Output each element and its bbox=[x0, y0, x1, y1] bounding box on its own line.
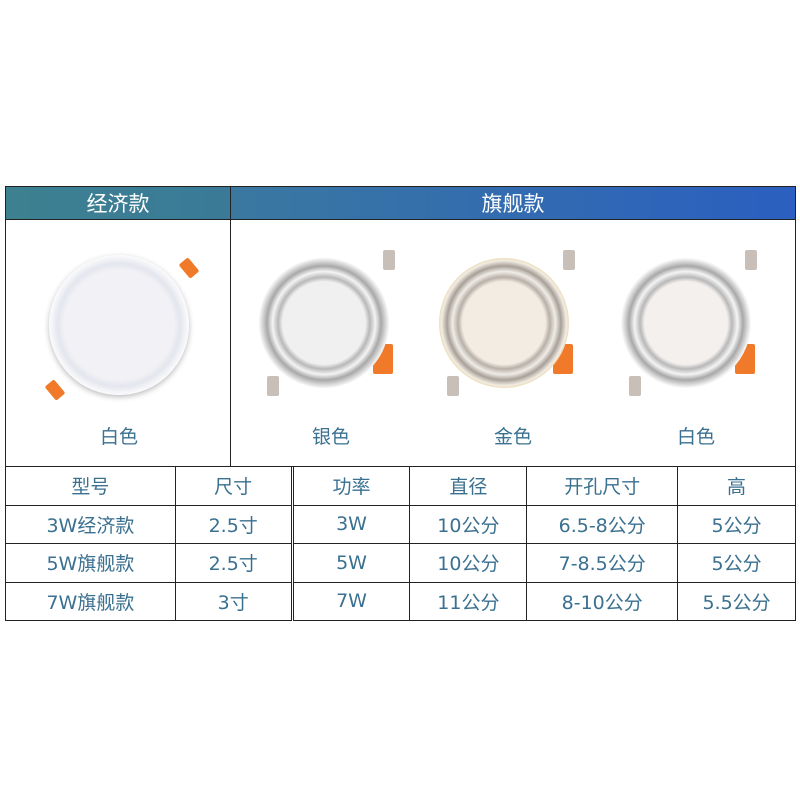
caption-gold: 金色 bbox=[493, 426, 532, 448]
cell: 7W bbox=[290, 581, 411, 621]
cell: 7W旗舰款 bbox=[5, 581, 176, 621]
cell: 3寸 bbox=[174, 581, 293, 621]
cell: 3W bbox=[290, 504, 411, 544]
cell: 7-8.5公分 bbox=[526, 543, 679, 583]
caption-white: 白色 bbox=[99, 426, 138, 448]
spec-table: 型号 尺寸 功率 直径 开孔尺寸 高 3W经济款 2.5寸 3W 10公分 6.5-8公… bbox=[5, 466, 796, 621]
header-height: 高 bbox=[677, 466, 796, 506]
header-diameter: 直径 bbox=[409, 466, 528, 506]
cell: 5W旗舰款 bbox=[5, 543, 176, 583]
downlight-gold-image bbox=[439, 250, 575, 396]
cell: 3W经济款 bbox=[5, 504, 176, 544]
cell: 5公分 bbox=[677, 504, 796, 544]
cell: 10公分 bbox=[409, 504, 528, 544]
table-row: 7W旗舰款 3寸 7W 11公分 8-10公分 5.5公分 bbox=[5, 581, 796, 621]
cell: 5W bbox=[290, 543, 411, 583]
cell: 2.5寸 bbox=[174, 504, 293, 544]
cell: 10公分 bbox=[409, 543, 528, 583]
cell: 5公分 bbox=[677, 543, 796, 583]
header-power: 功率 bbox=[290, 466, 411, 506]
header-model: 型号 bbox=[5, 466, 176, 506]
cell: 8-10公分 bbox=[526, 581, 679, 621]
table-row: 3W经济款 2.5寸 3W 10公分 6.5-8公分 5公分 bbox=[5, 504, 796, 544]
caption-silver: 银色 bbox=[311, 426, 350, 448]
flagship-image-cell: 银色 金色 白色 bbox=[230, 220, 796, 467]
downlight-white-economy-image bbox=[44, 255, 200, 401]
downlight-silver-image bbox=[259, 250, 395, 396]
table-row: 5W旗舰款 2.5寸 5W 10公分 7-8.5公分 5公分 bbox=[5, 543, 796, 583]
cell: 6.5-8公分 bbox=[526, 504, 679, 544]
downlight-white-flagship-image bbox=[621, 250, 757, 396]
cell: 2.5寸 bbox=[174, 543, 293, 583]
header-size: 尺寸 bbox=[174, 466, 293, 506]
economy-header: 经济款 bbox=[5, 186, 231, 220]
cell: 11公分 bbox=[409, 581, 528, 621]
cell: 5.5公分 bbox=[677, 581, 796, 621]
header-cutout: 开孔尺寸 bbox=[526, 466, 679, 506]
economy-image-cell: 白色 bbox=[5, 220, 231, 467]
caption-white-flagship: 白色 bbox=[676, 426, 715, 448]
table-header-row: 型号 尺寸 功率 直径 开孔尺寸 高 bbox=[5, 466, 796, 506]
flagship-header: 旗舰款 bbox=[230, 186, 796, 220]
